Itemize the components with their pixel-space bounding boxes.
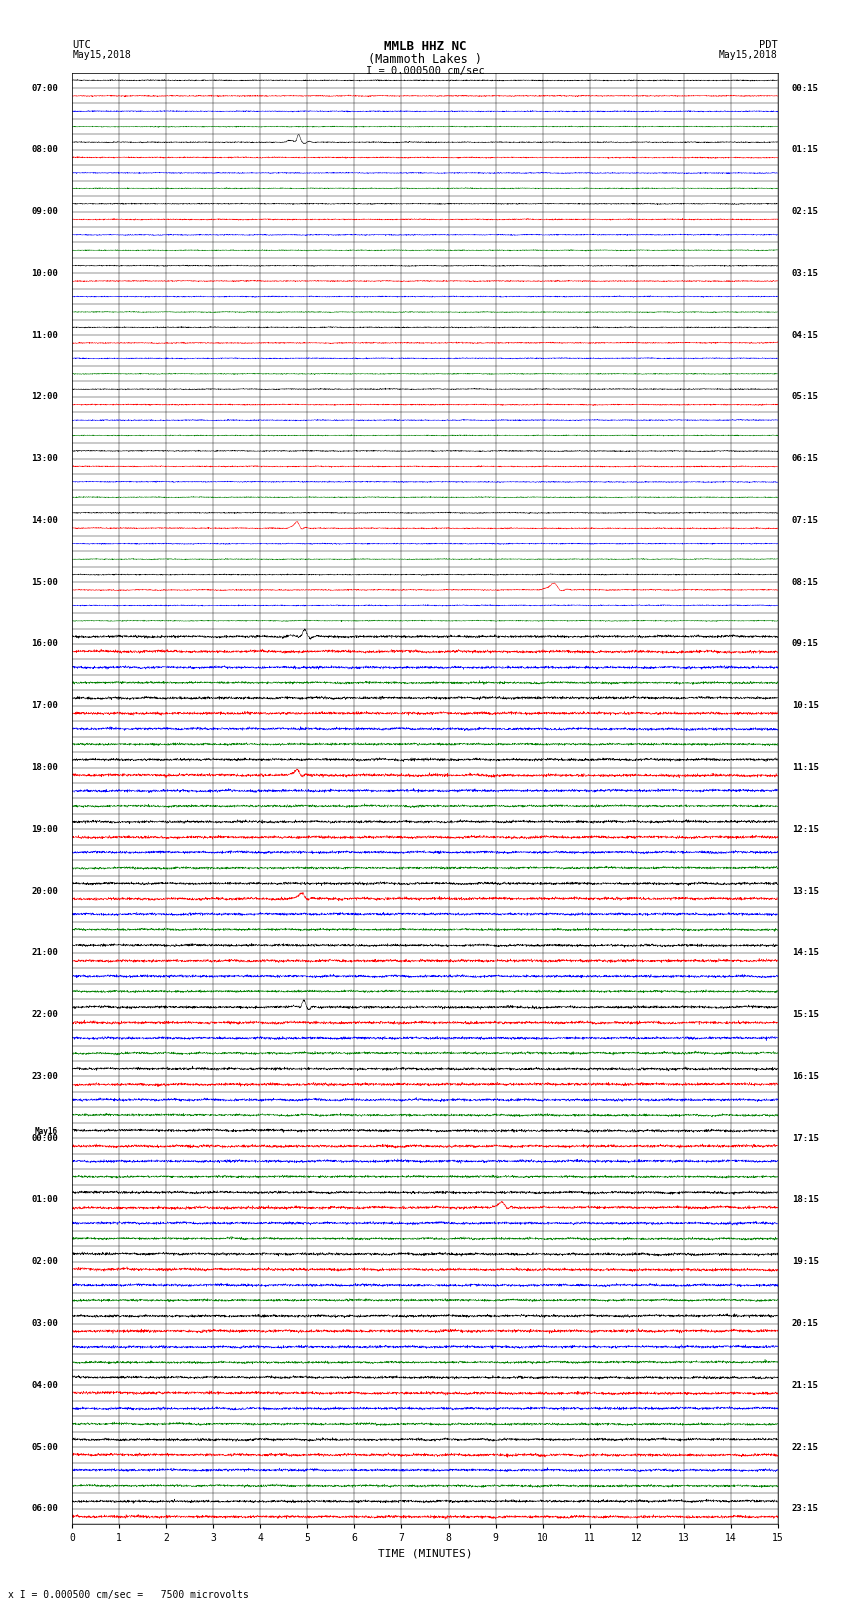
Text: 20:00: 20:00: [31, 887, 58, 895]
Text: 06:15: 06:15: [792, 455, 819, 463]
Text: 23:15: 23:15: [792, 1505, 819, 1513]
Text: PDT: PDT: [759, 40, 778, 50]
Text: 09:15: 09:15: [792, 639, 819, 648]
Text: 10:00: 10:00: [31, 269, 58, 277]
Text: 20:15: 20:15: [792, 1319, 819, 1327]
Text: MMLB HHZ NC: MMLB HHZ NC: [383, 40, 467, 53]
Text: 15:00: 15:00: [31, 577, 58, 587]
Text: 06:00: 06:00: [31, 1505, 58, 1513]
Text: May15,2018: May15,2018: [72, 50, 131, 60]
Text: 12:00: 12:00: [31, 392, 58, 402]
Text: 04:15: 04:15: [792, 331, 819, 340]
Text: 05:15: 05:15: [792, 392, 819, 402]
Text: 17:00: 17:00: [31, 702, 58, 710]
Text: 01:15: 01:15: [792, 145, 819, 155]
Text: 12:15: 12:15: [792, 824, 819, 834]
Text: 18:00: 18:00: [31, 763, 58, 773]
Text: 08:00: 08:00: [31, 145, 58, 155]
Text: 00:15: 00:15: [792, 84, 819, 92]
Text: May16: May16: [35, 1127, 58, 1136]
Text: 03:15: 03:15: [792, 269, 819, 277]
Text: 16:00: 16:00: [31, 639, 58, 648]
Text: 14:00: 14:00: [31, 516, 58, 524]
Text: 00:00: 00:00: [31, 1134, 58, 1142]
Text: 13:00: 13:00: [31, 455, 58, 463]
Text: I = 0.000500 cm/sec: I = 0.000500 cm/sec: [366, 66, 484, 76]
Text: 18:15: 18:15: [792, 1195, 819, 1205]
Text: 07:15: 07:15: [792, 516, 819, 524]
Text: UTC: UTC: [72, 40, 91, 50]
Text: May15,2018: May15,2018: [719, 50, 778, 60]
Text: 22:00: 22:00: [31, 1010, 58, 1019]
Text: 15:15: 15:15: [792, 1010, 819, 1019]
Text: 09:00: 09:00: [31, 206, 58, 216]
Text: 22:15: 22:15: [792, 1442, 819, 1452]
Text: 13:15: 13:15: [792, 887, 819, 895]
Text: 11:15: 11:15: [792, 763, 819, 773]
Text: 01:00: 01:00: [31, 1195, 58, 1205]
Text: 10:15: 10:15: [792, 702, 819, 710]
X-axis label: TIME (MINUTES): TIME (MINUTES): [377, 1548, 473, 1558]
Text: 04:00: 04:00: [31, 1381, 58, 1390]
Text: 08:15: 08:15: [792, 577, 819, 587]
Text: 02:00: 02:00: [31, 1257, 58, 1266]
Text: 02:15: 02:15: [792, 206, 819, 216]
Text: 17:15: 17:15: [792, 1134, 819, 1142]
Text: 23:00: 23:00: [31, 1073, 58, 1081]
Text: 19:15: 19:15: [792, 1257, 819, 1266]
Text: 05:00: 05:00: [31, 1442, 58, 1452]
Text: 14:15: 14:15: [792, 948, 819, 958]
Text: 21:15: 21:15: [792, 1381, 819, 1390]
Text: (Mammoth Lakes ): (Mammoth Lakes ): [368, 53, 482, 66]
Text: 11:00: 11:00: [31, 331, 58, 340]
Text: 19:00: 19:00: [31, 824, 58, 834]
Text: 16:15: 16:15: [792, 1073, 819, 1081]
Text: x I = 0.000500 cm/sec =   7500 microvolts: x I = 0.000500 cm/sec = 7500 microvolts: [8, 1590, 249, 1600]
Text: 03:00: 03:00: [31, 1319, 58, 1327]
Text: 21:00: 21:00: [31, 948, 58, 958]
Text: 07:00: 07:00: [31, 84, 58, 92]
